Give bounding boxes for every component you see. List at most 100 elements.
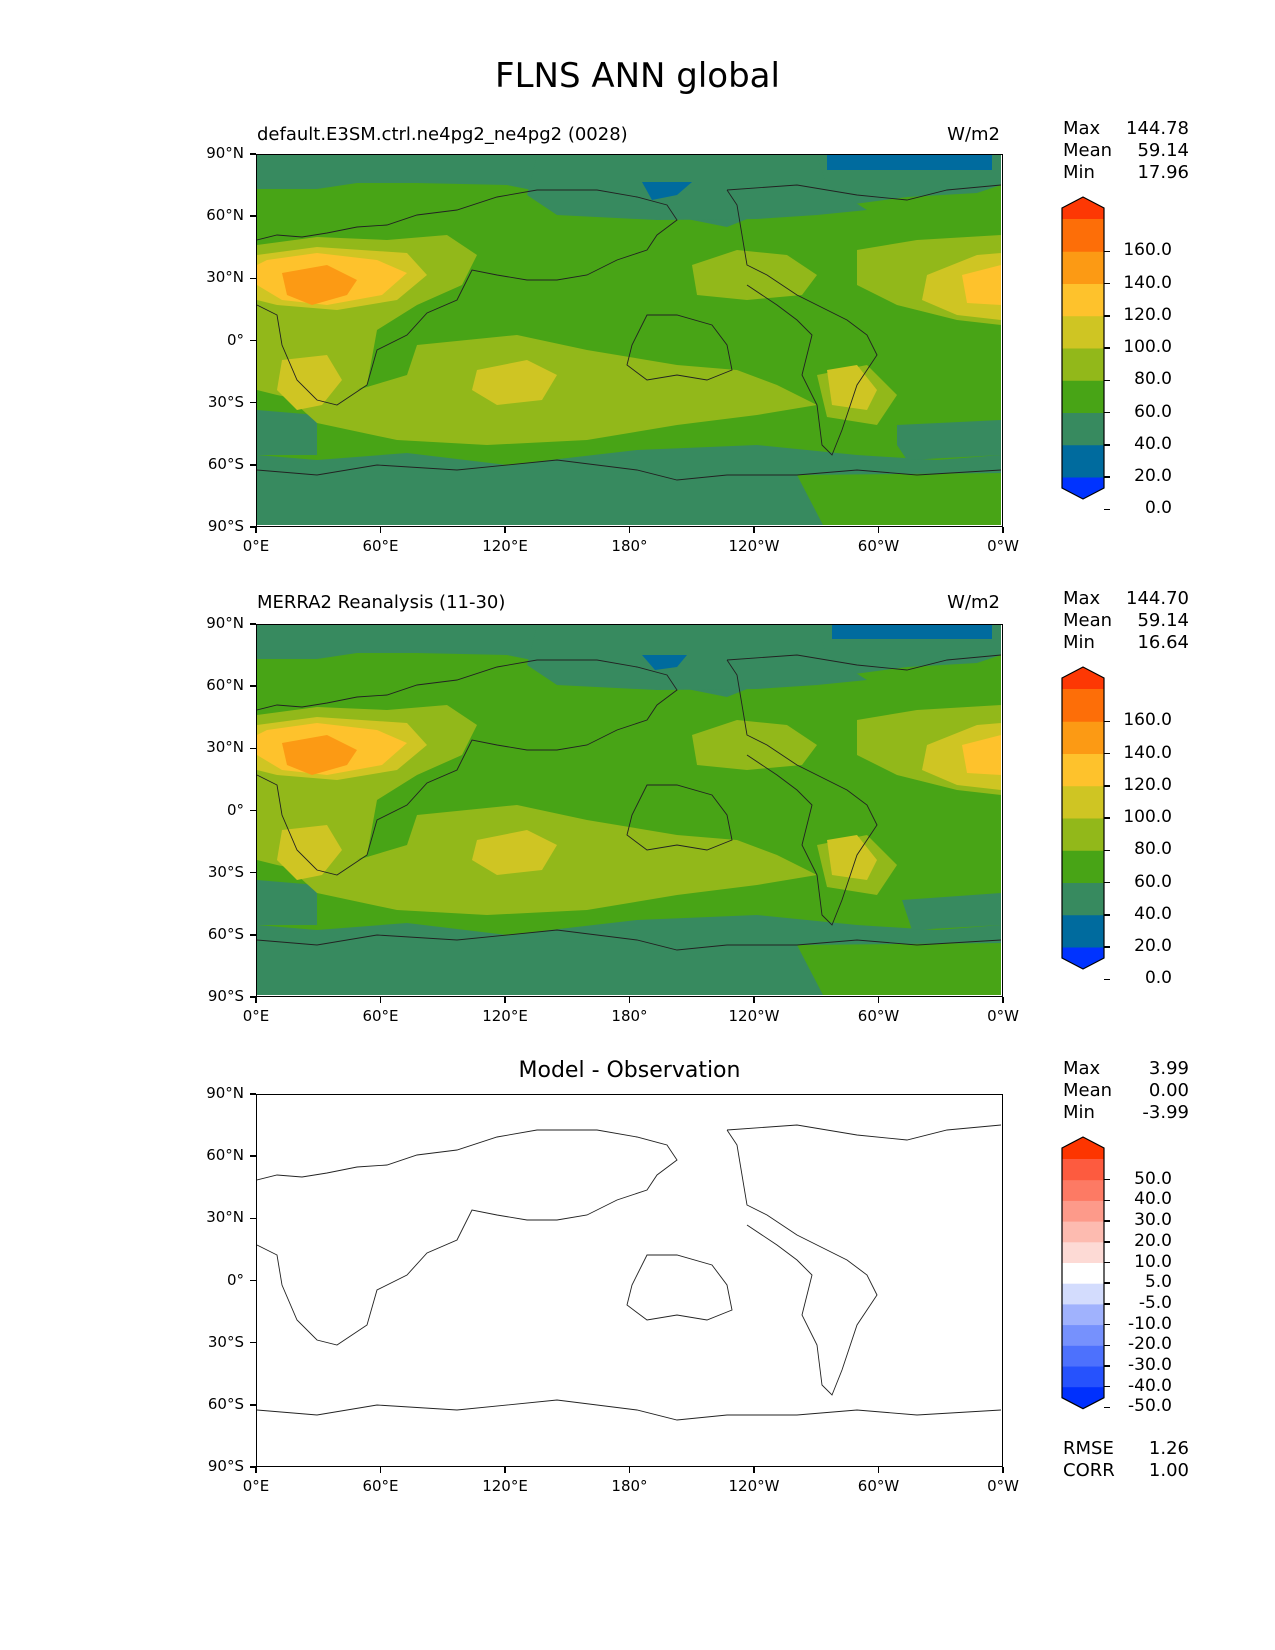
colorbar-tick [1104, 411, 1110, 414]
colorbar-label: 100.0 [1123, 337, 1172, 357]
stat-label: Mean [1063, 140, 1113, 161]
colorbar-swatch [1062, 1159, 1104, 1181]
colorbar-label: 60.0 [1134, 401, 1172, 422]
metric-label: CORR [1063, 1460, 1115, 1481]
colorbar [1061, 196, 1105, 500]
field-region-120-140 [282, 735, 357, 775]
stat-value: 59.14 [1137, 140, 1189, 161]
lon-tick [255, 527, 257, 533]
lon-tick [877, 527, 880, 533]
lat-label: 60°S [207, 1394, 244, 1413]
lon-tick [379, 1467, 382, 1473]
lat-label: 30°S [207, 1332, 244, 1351]
lon-tick [504, 997, 506, 1003]
lon-label: 180° [611, 1477, 648, 1495]
lon-tick [877, 997, 880, 1003]
lat-tick [250, 623, 256, 625]
field-region-60-80 [297, 335, 817, 445]
lon-label: 0°E [242, 1007, 270, 1025]
colorbar-extend-high [1062, 1137, 1104, 1159]
colorbar-label: -10.0 [1128, 1313, 1172, 1334]
stat-value: 17.96 [1137, 162, 1189, 183]
colorbar-swatch [1062, 850, 1104, 883]
coastlines [257, 654, 1001, 951]
colorbar-tick [1104, 785, 1110, 787]
lat-tick [250, 277, 256, 280]
stat-row: Mean 0.00 [1063, 1080, 1189, 1102]
colorbar-swatch [1062, 380, 1104, 413]
colorbar-extend-high [1062, 197, 1104, 219]
field-region-20-40 [527, 155, 867, 220]
lon-tick [504, 527, 506, 533]
colorbar-label: 20.0 [1134, 936, 1172, 956]
lon-tick [628, 1467, 631, 1473]
lon-label: 120°W [728, 1007, 780, 1025]
stat-label: Mean [1063, 1080, 1113, 1101]
lat-label: 60°N [206, 206, 244, 225]
colorbar-label: 50.0 [1134, 1168, 1172, 1189]
lon-tick [504, 1467, 506, 1473]
colorbar-tick [1104, 720, 1110, 722]
colorbar-tick [1104, 1365, 1110, 1367]
colorbar-tick [1104, 1282, 1110, 1284]
field-region-80-100 [472, 360, 557, 405]
colorbar-tick [1104, 752, 1110, 755]
colorbar-tick [1104, 444, 1110, 446]
lat-label: 30°N [206, 268, 244, 287]
colorbar-swatch [1062, 882, 1104, 916]
panel-3-title: Model - Observation [518, 1058, 741, 1083]
colorbar-tick [1104, 1199, 1110, 1202]
field-region-80-100 [827, 835, 877, 880]
colorbar-swatch [1062, 914, 1104, 948]
field-region-80-100 [827, 365, 877, 410]
lat-label: 0° [226, 800, 244, 819]
stat-value: 3.99 [1148, 1058, 1189, 1079]
colorbar-swatch [1062, 1345, 1104, 1367]
stat-value: -3.99 [1142, 1102, 1189, 1123]
field-region-40-60 [797, 943, 1001, 995]
stats-box: Max 144.78 Mean 59.14 Min 17.96 [1063, 118, 1189, 184]
lat-tick [250, 1341, 256, 1344]
colorbar-swatch [1062, 1324, 1104, 1346]
colorbar-tick [1104, 817, 1110, 819]
lat-label: 90°N [206, 144, 244, 162]
colorbar-swatch [1062, 721, 1104, 754]
colorbar-swatch [1062, 444, 1104, 478]
colorbar-tick [1104, 849, 1110, 851]
lon-label: 0°W [987, 1007, 1019, 1025]
stat-value: 59.14 [1137, 610, 1189, 631]
lon-label: 60°W [857, 1007, 900, 1025]
colorbar-swatch [1062, 1179, 1104, 1201]
colorbar-label: 120.0 [1123, 304, 1172, 325]
colorbar [1061, 666, 1105, 970]
colorbar-tick [1104, 347, 1110, 349]
stat-row: Mean 59.14 [1063, 610, 1189, 632]
colorbar-label: 0.0 [1144, 498, 1172, 519]
lat-tick [250, 153, 256, 155]
colorbar-tick [1104, 1220, 1110, 1222]
colorbar-outline [1061, 1136, 1105, 1410]
colorbar-swatch [1062, 1303, 1104, 1326]
lat-label: 0° [226, 330, 244, 349]
field-region-0-20 [642, 182, 692, 200]
colorbar-outline [1061, 196, 1105, 500]
field-region-80-100 [472, 830, 557, 875]
colorbar-tick [1104, 946, 1110, 948]
colorbar-tick [1104, 1323, 1110, 1326]
colorbar-tick [1104, 1261, 1110, 1264]
colorbar-extend-high [1062, 667, 1104, 689]
lat-label: 30°S [207, 392, 244, 411]
colorbar-label: 40.0 [1134, 433, 1172, 454]
lon-tick [1002, 997, 1004, 1003]
panel-2-units: W/m2 [947, 592, 1000, 613]
colorbar-label: 160.0 [1123, 710, 1172, 731]
colorbar-swatch [1062, 412, 1104, 446]
colorbar-tick [1104, 1406, 1110, 1409]
field-region-0-20 [827, 155, 992, 170]
stat-label: Max [1063, 118, 1101, 139]
colorbar-tick [1104, 282, 1110, 285]
stat-row: Min -3.99 [1063, 1102, 1189, 1124]
colorbar-swatch [1062, 219, 1104, 252]
lat-tick [250, 1404, 256, 1406]
panel-3-map [256, 1094, 1003, 1467]
